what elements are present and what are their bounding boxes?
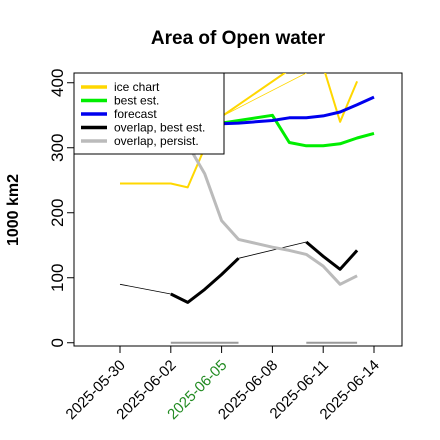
y-tick-label: 400 <box>48 69 67 97</box>
y-tick-label: 200 <box>48 199 67 227</box>
series-line: overlap, best est. <box>170 257 240 304</box>
y-axis: 0 100 200 300 400 <box>48 69 74 347</box>
series-line: ice chart (thin link) <box>221 73 307 117</box>
legend-label: ice chart <box>114 80 160 94</box>
legend-label: forecast <box>114 107 157 121</box>
series-line: overlap, best est. (thin) <box>119 283 171 295</box>
legend-label: best est. <box>114 94 159 108</box>
y-tick-label: 300 <box>48 134 67 162</box>
series-line: overlap, persist. <box>186 143 358 286</box>
series-line: best est. <box>221 113 375 148</box>
chart-title: Area of Open water <box>151 28 326 49</box>
legend-label: overlap, best est. <box>114 121 205 135</box>
y-tick-label: 0 <box>48 338 67 347</box>
plot-frame <box>73 72 403 347</box>
legend-label: overlap, persist. <box>114 134 199 148</box>
y-tick-label: 100 <box>48 264 67 292</box>
series-line: overlap, best est. (thin 2) <box>238 241 307 259</box>
y-axis-label: 1000 km2 <box>5 174 22 246</box>
x-axis: 2025-05-302025-06-022025-06-052025-06-08… <box>63 346 383 423</box>
series-line: overlap, best est. (cont.) <box>305 240 359 271</box>
series-line: forecast <box>221 95 375 126</box>
